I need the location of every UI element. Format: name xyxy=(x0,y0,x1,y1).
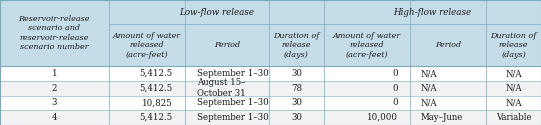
Text: 30: 30 xyxy=(291,98,302,108)
Text: September 1–30: September 1–30 xyxy=(197,98,269,108)
Text: Reservoir-release
scenario and
reservoir-release
scenario number: Reservoir-release scenario and reservoir… xyxy=(18,15,90,51)
Text: Duration of
release
(days): Duration of release (days) xyxy=(273,32,320,59)
Text: Period: Period xyxy=(214,41,240,49)
Text: 0: 0 xyxy=(392,84,398,93)
Text: 5,412.5: 5,412.5 xyxy=(139,69,172,78)
Text: Amount of water
released
(acre-feet): Amount of water released (acre-feet) xyxy=(113,32,181,59)
Text: 30: 30 xyxy=(291,113,302,122)
Text: 0: 0 xyxy=(392,69,398,78)
Bar xyxy=(0,81,541,96)
Bar xyxy=(0,96,541,110)
Bar xyxy=(0,110,541,125)
Text: 5,412.5: 5,412.5 xyxy=(139,113,172,122)
Text: 10,825: 10,825 xyxy=(142,98,172,108)
Text: N/A: N/A xyxy=(505,84,522,93)
Text: 4: 4 xyxy=(51,113,57,122)
Text: N/A: N/A xyxy=(421,98,438,108)
Text: August 15–
October 31: August 15– October 31 xyxy=(197,78,246,98)
Text: Period: Period xyxy=(435,41,461,49)
Text: May–June: May–June xyxy=(421,113,463,122)
Text: 0: 0 xyxy=(392,98,398,108)
Text: 30: 30 xyxy=(291,69,302,78)
Text: 5,412.5: 5,412.5 xyxy=(139,84,172,93)
Text: September 1–30: September 1–30 xyxy=(197,113,269,122)
Text: Variable: Variable xyxy=(496,113,531,122)
Text: 78: 78 xyxy=(291,84,302,93)
Text: 3: 3 xyxy=(51,98,57,108)
Text: N/A: N/A xyxy=(505,98,522,108)
Text: N/A: N/A xyxy=(505,69,522,78)
Text: 10,000: 10,000 xyxy=(366,113,398,122)
Text: September 1–30: September 1–30 xyxy=(197,69,269,78)
Bar xyxy=(0,66,541,81)
Text: N/A: N/A xyxy=(421,84,438,93)
Text: Low-flow release: Low-flow release xyxy=(179,8,254,17)
Text: Duration of
release
(days): Duration of release (days) xyxy=(491,32,537,59)
Text: High-flow release: High-flow release xyxy=(393,8,472,17)
Text: N/A: N/A xyxy=(421,69,438,78)
Bar xyxy=(0,0,541,66)
Text: 1: 1 xyxy=(51,69,57,78)
Text: Amount of water
released
(acre-feet): Amount of water released (acre-feet) xyxy=(333,32,401,59)
Text: 2: 2 xyxy=(51,84,57,93)
